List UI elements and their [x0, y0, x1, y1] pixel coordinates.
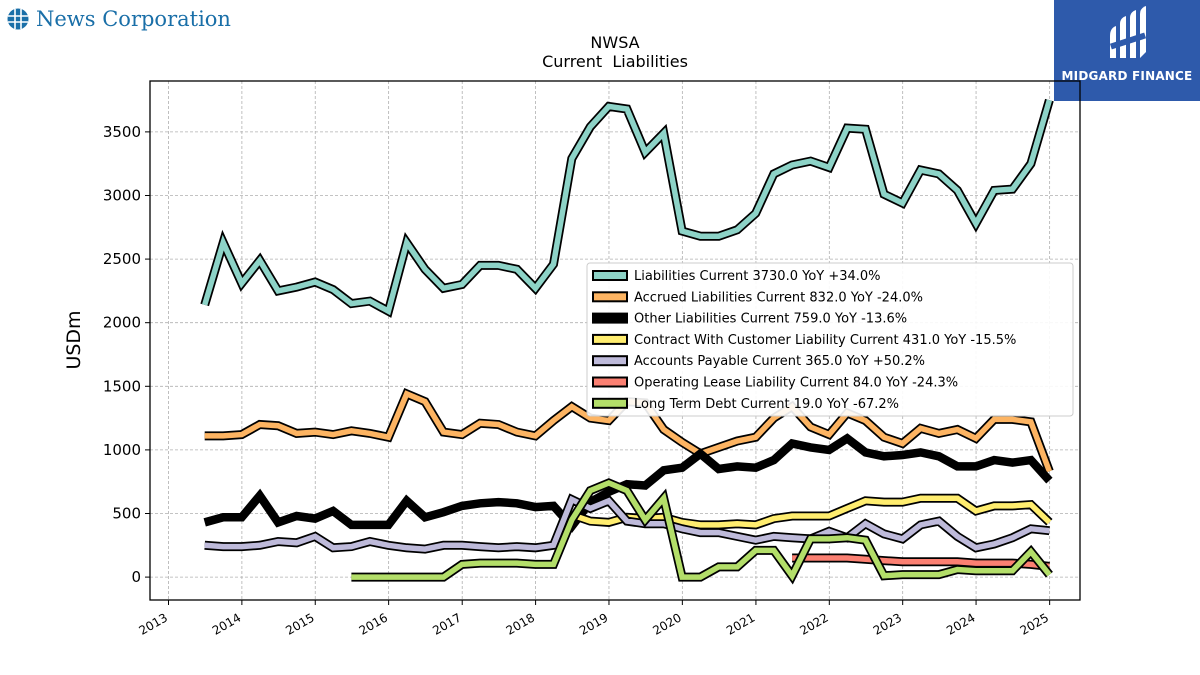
y-tick-label: 3500	[103, 123, 141, 141]
company-name: News Corporation	[36, 7, 231, 31]
x-tick-label: 2019	[577, 610, 610, 637]
y-tick-label: 2500	[103, 250, 141, 268]
legend-swatch	[592, 376, 628, 388]
x-tick-label: 2013	[137, 610, 170, 637]
x-tick-label: 2016	[357, 610, 390, 637]
x-tick-label: 2014	[210, 610, 243, 637]
x-tick-label: 2023	[871, 610, 904, 637]
y-axis-label: USDm	[63, 310, 85, 369]
y-tick-label: 2000	[103, 314, 141, 332]
x-tick-label: 2015	[283, 610, 316, 637]
legend-entry-label: Accounts Payable Current 365.0 YoY +50.2…	[634, 354, 925, 369]
brand-logo: MIDGARD FINANCE	[1054, 0, 1200, 101]
series-line	[351, 480, 1052, 582]
x-tick-label: 2024	[944, 610, 977, 637]
legend-swatch	[592, 291, 628, 303]
company-header: News Corporation	[6, 5, 231, 33]
x-tick-label: 2022	[797, 610, 830, 637]
x-tick-label: 2020	[650, 610, 683, 637]
legend-swatch	[592, 355, 628, 367]
globe-grid-icon	[7, 8, 29, 30]
legend-entry-label: Accrued Liabilities Current 832.0 YoY -2…	[634, 290, 923, 305]
legend: Liabilities Current 3730.0 YoY +34.0% Acc…	[586, 262, 1074, 417]
series-line	[203, 433, 1053, 533]
y-tick-label: 1500	[103, 377, 141, 395]
x-tick-label: 2021	[724, 610, 757, 637]
series-accounts-payable-current	[204, 493, 1050, 554]
legend-entry-label: Liabilities Current 3730.0 YoY +34.0%	[634, 269, 881, 284]
series-long-term-debt-current	[351, 478, 1053, 585]
legend-swatch	[592, 397, 628, 409]
chart-subtitle: Current Liabilities	[542, 52, 688, 71]
series-liabilities-current	[200, 98, 1054, 318]
legend-frame	[586, 262, 1074, 417]
x-tick-label: 2018	[504, 610, 537, 637]
y-tick-label: 0	[131, 568, 141, 586]
x-tick-label: 2025	[1018, 610, 1051, 637]
legend-entry-label: Other Liabilities Current 759.0 YoY -13.…	[634, 312, 907, 327]
chart-title: NWSA	[590, 33, 639, 52]
series-line	[792, 555, 1050, 570]
plot-frame	[149, 80, 1081, 601]
series-line	[202, 99, 1053, 316]
legend-entry-label: Contract With Customer Liability Current…	[634, 333, 1016, 348]
y-tick-label: 1000	[103, 441, 141, 459]
series-operating-lease-liability-current	[792, 553, 1050, 571]
y-tick-label: 500	[112, 505, 141, 523]
legend-swatch	[592, 333, 628, 345]
series-other-liabilities-current	[203, 433, 1053, 533]
y-tick-label: 3000	[103, 186, 141, 204]
brand-name: MIDGARD FINANCE	[1061, 69, 1193, 83]
legend-entry-label: Long Term Debt Current 19.0 YoY -67.2%	[634, 397, 899, 412]
legend-swatch	[592, 312, 628, 324]
series-line	[204, 495, 1050, 552]
midgard-logo-icon	[1109, 6, 1147, 58]
legend-entry-label: Operating Lease Liability Current 84.0 Y…	[634, 376, 958, 391]
legend-swatch	[592, 270, 628, 281]
x-tick-label: 2017	[430, 610, 463, 637]
